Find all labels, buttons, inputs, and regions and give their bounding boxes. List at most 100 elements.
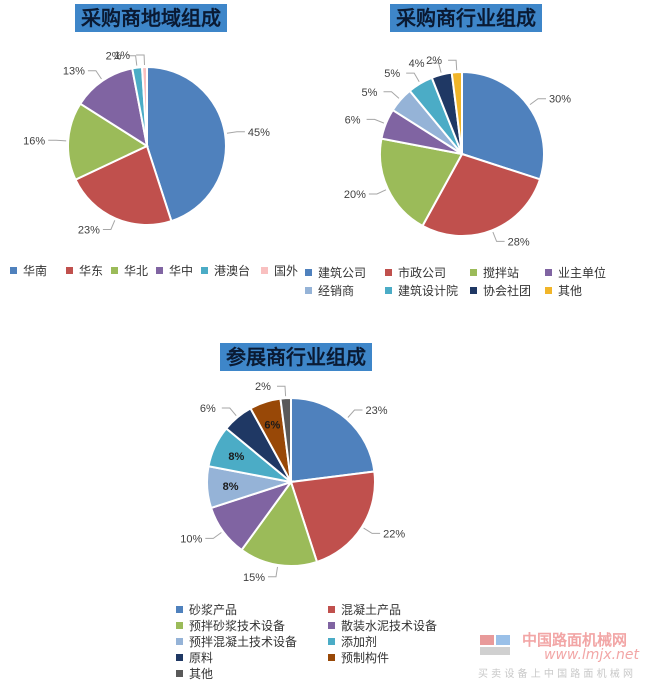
pie-label-3-2: 22% [383, 528, 405, 540]
legend-label: 国外 [274, 264, 299, 278]
pie-label-2-3: 20% [344, 189, 366, 201]
legend-label: 市政公司 [398, 266, 447, 280]
legend-label: 预制构件 [341, 651, 390, 665]
leader-line-3-1 [347, 409, 363, 418]
legend-swatch [545, 287, 552, 294]
legend-swatch [176, 654, 183, 661]
pie-region-buyer-region: 45% 23% 16% 13% 2%1% [23, 50, 270, 237]
pie-label-1-5: 2% [106, 51, 122, 63]
watermark-logo-icon [480, 635, 510, 655]
leader-line-2-7 [430, 62, 442, 73]
legend-label: 建筑设计院 [398, 284, 459, 298]
legend-swatch [470, 287, 477, 294]
leader-line-2-3 [368, 189, 387, 195]
leader-line-1-4 [87, 70, 102, 80]
legend-label: 添加剂 [341, 635, 378, 649]
legend-label: 建筑公司 [318, 266, 367, 280]
legend-swatch [328, 638, 335, 645]
legend-swatch [328, 606, 335, 613]
legend-label: 业主单位 [558, 266, 607, 280]
legend-label: 砂浆产品 [189, 603, 238, 617]
pie-slice-1-6 [140, 65, 148, 147]
legend-swatch [176, 638, 183, 645]
pie-slice-1-3 [67, 102, 150, 181]
legend-item-2-2: 市政公司 [385, 264, 446, 281]
legend-item-3-8: 预制构件 [328, 649, 389, 666]
legend-label: 经销商 [318, 284, 355, 298]
watermark-url: www.lmjx.net [544, 647, 640, 663]
legend-swatch [328, 654, 335, 661]
legend-item-1-5: 港澳台 [201, 262, 250, 279]
legend-item-3-7: 原料 [176, 649, 213, 666]
leader-line-2-8 [448, 59, 458, 71]
chart-title-buyer-industry: 采购商行业组成 [390, 4, 542, 32]
legend-item-2-4: 业主单位 [545, 264, 606, 281]
legend-item-2-8: 其他 [545, 282, 582, 299]
leader-line-3-9 [277, 385, 287, 397]
legend-swatch [385, 287, 392, 294]
legend-label: 搅拌站 [483, 266, 520, 280]
leader-line-2-1 [529, 98, 546, 106]
legend-label: 其他 [189, 667, 214, 681]
leader-line-2-6 [406, 72, 420, 82]
pie-slice-2-1 [461, 70, 545, 181]
legend-label: 华北 [124, 264, 149, 278]
pie-slice-1-1 [146, 65, 227, 223]
pie-slice-2-3 [379, 137, 464, 228]
legend-item-1-4: 华中 [156, 262, 193, 279]
legend-swatch [470, 269, 477, 276]
leader-line-3-7 [221, 407, 237, 417]
legend-swatch [176, 606, 183, 613]
leader-line-1-1 [226, 131, 245, 134]
leader-line-1-5 [127, 55, 138, 66]
pie-slice-3-1 [290, 396, 376, 484]
pie-slice-3-2 [289, 470, 376, 564]
legend-item-3-9: 其他 [176, 665, 213, 682]
chart-title-buyer-region: 采购商地域组成 [75, 4, 227, 32]
legend-item-3-4: 散装水泥技术设备 [328, 617, 437, 634]
leader-line-3-2 [363, 527, 381, 534]
legend-item-2-1: 建筑公司 [305, 264, 366, 281]
legend-label: 协会社团 [483, 284, 532, 298]
legend-swatch [176, 670, 183, 677]
pie-label-3-7: 6% [200, 403, 216, 415]
pie-label-1-2: 23% [78, 225, 100, 237]
watermark-site-name: 中国路面机械网 [522, 631, 628, 649]
pie-slice-1-4 [78, 67, 149, 149]
pie-label-2-7: 4% [409, 58, 425, 70]
legend-item-2-5: 经销商 [305, 282, 354, 299]
legend-swatch [66, 267, 73, 274]
legend-item-1-6: 国外 [261, 262, 298, 279]
leader-line-1-6 [136, 54, 145, 66]
legend-item-1-3: 华北 [111, 262, 148, 279]
legend-label: 其他 [558, 284, 583, 298]
legend-swatch [261, 267, 268, 274]
legend-swatch [111, 267, 118, 274]
pie-label-3-6: 8% [228, 451, 244, 463]
legend-item-1-1: 华南 [10, 262, 47, 279]
pie-label-2-1: 30% [549, 94, 571, 106]
leader-line-2-2 [492, 231, 505, 242]
pie-label-1-1: 45% [248, 127, 270, 139]
watermark-slogan: 买 卖 设 备 上 中 国 路 面 机 械 网 [478, 669, 633, 680]
legend-label: 预拌混凝土技术设备 [189, 635, 298, 649]
pie-label-2-2: 28% [508, 236, 530, 248]
pie-label-3-5: 8% [223, 481, 239, 493]
leader-line-2-5 [383, 91, 400, 99]
legend-item-3-1: 砂浆产品 [176, 601, 237, 618]
watermark: 中国路面机械网 www.lmjx.net 买 卖 设 备 上 中 国 路 面 机… [478, 627, 648, 687]
pie-label-3-1: 23% [365, 405, 387, 417]
legend-item-2-3: 搅拌站 [470, 264, 519, 281]
pie-label-3-8: 6% [264, 420, 280, 432]
legend-label: 预拌砂浆技术设备 [189, 619, 286, 633]
pie-slice-3-3 [240, 479, 319, 567]
pie-label-2-4: 6% [345, 114, 361, 126]
leader-line-1-3 [48, 139, 67, 142]
pie-label-3-3: 15% [243, 572, 265, 584]
pie-region-exhibitor-industry: 23% 22% 15% 10% 8% 8% 6% 6% 2% [180, 381, 405, 584]
legend-item-3-5: 预拌混凝土技术设备 [176, 633, 297, 650]
legend-swatch [305, 269, 312, 276]
legend-label: 华中 [169, 264, 194, 278]
pie-label-2-6: 5% [384, 68, 400, 80]
